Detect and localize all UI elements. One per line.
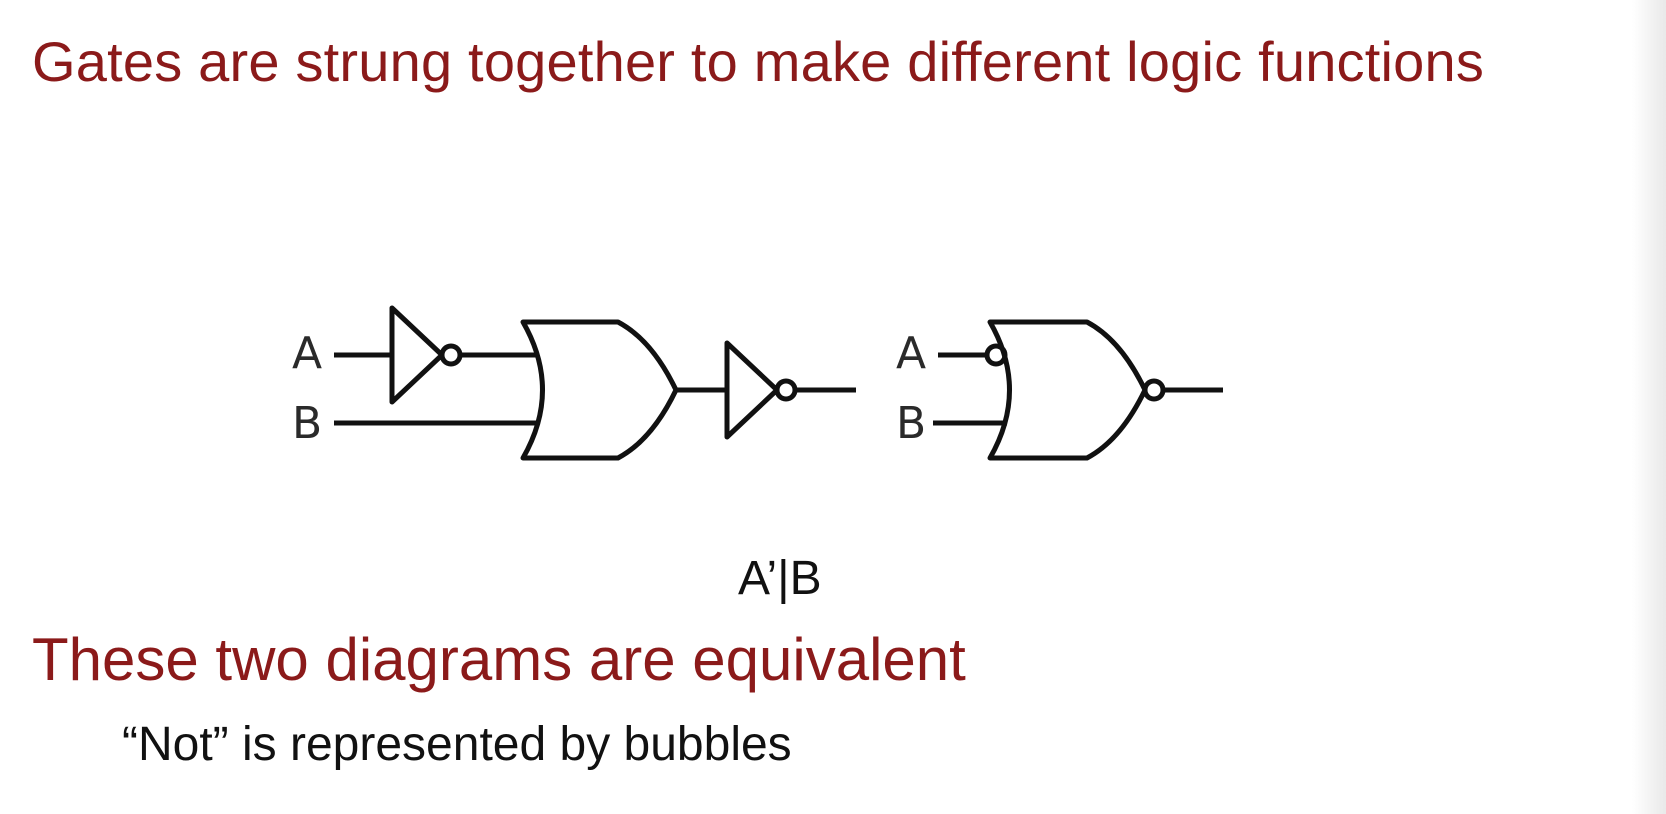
not-bubble-a-icon [439,343,463,367]
slide-title: Gates are strung together to make differ… [32,30,1485,93]
not-gate-input-a [389,305,445,405]
diagram1-input-b-label: B [292,398,322,449]
diagram2-input-a-label: A [896,328,926,379]
equivalence-statement: These two diagrams are equivalent [32,626,966,693]
diagram1-input-a-label: A [292,328,322,379]
not-gate-output [724,340,780,440]
diagram-not-or-not [334,305,856,461]
diagram-nand-bubbled [933,319,1223,461]
not-bubble-output-icon [774,378,798,402]
boolean-expression: A’|B [738,552,822,605]
page-edge-shadow [1632,0,1666,814]
bubble-note: “Not” is represented by bubbles [122,718,792,771]
diagram2-input-b-label: B [896,398,926,449]
or-gate-2 [987,319,1148,461]
output-bubble-icon [1142,378,1166,402]
or-gate [520,319,679,461]
